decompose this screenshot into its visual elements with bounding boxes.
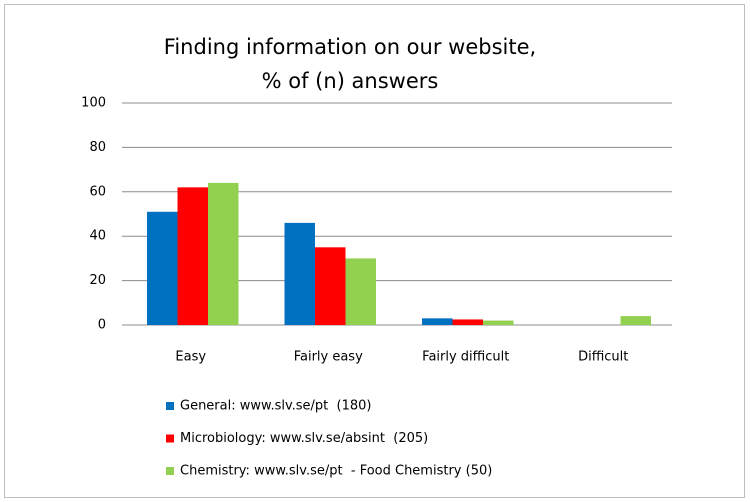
y-tick-label: 60 [89, 184, 106, 199]
bar [284, 222, 315, 325]
bar [422, 318, 453, 325]
y-tick-label: 80 [89, 140, 106, 155]
chart-frame [4, 4, 745, 498]
legend-label: Microbiology: www.slv.se/absint (205) [180, 431, 428, 446]
bar [483, 320, 514, 325]
chart-title: Finding information on our website, [164, 35, 536, 59]
legend-label: Chemistry: www.slv.se/pt - Food Chemistr… [180, 464, 492, 479]
bar [452, 319, 483, 325]
bar [177, 187, 208, 325]
legend-swatch [166, 434, 174, 443]
bar [315, 247, 346, 325]
bar [208, 182, 239, 325]
bar [147, 211, 178, 325]
x-tick-label: Fairly difficult [422, 350, 509, 365]
y-tick-label: 40 [89, 229, 106, 244]
legend-swatch [166, 467, 174, 475]
bar [345, 258, 376, 325]
chart-title: % of (n) answers [262, 69, 439, 93]
legend-label: General: www.slv.se/pt (180) [180, 399, 372, 414]
legend-swatch [166, 402, 174, 410]
x-tick-label: Difficult [578, 350, 628, 365]
y-tick-label: 0 [98, 318, 106, 333]
y-tick-label: 20 [89, 273, 106, 288]
x-tick-label: Fairly easy [294, 350, 363, 365]
x-tick-label: Easy [175, 350, 206, 365]
bar [620, 316, 651, 325]
y-tick-label: 100 [81, 96, 106, 111]
